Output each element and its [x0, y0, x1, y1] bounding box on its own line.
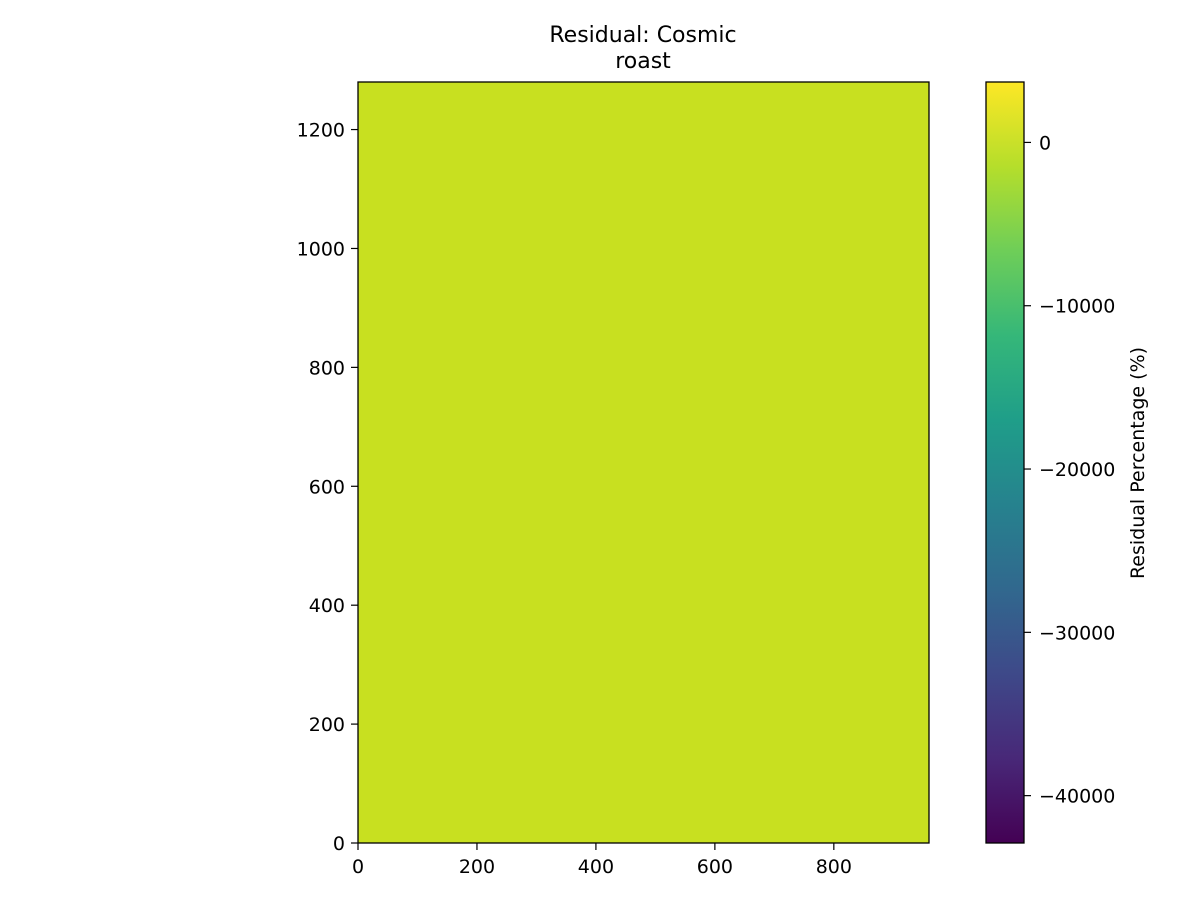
colorbar-bar: [986, 82, 1024, 843]
y-tick-label: 1200: [297, 120, 345, 142]
y-tick-label: 1000: [297, 238, 345, 260]
y-tick-label: 400: [309, 595, 345, 617]
x-tick-label: 600: [697, 856, 733, 878]
y-tick-label: 0: [333, 833, 345, 855]
colorbar-ticks: 0 −10000 −20000 −30000 −40000: [1024, 132, 1115, 808]
y-axis-ticks: 0 200 400 600 800 1000 1200: [297, 120, 358, 855]
chart-title-line-2: roast: [615, 49, 671, 74]
chart-title-line-1: Residual: Cosmic: [549, 23, 736, 48]
colorbar-tick-label: −30000: [1039, 622, 1115, 644]
x-tick-label: 200: [459, 856, 495, 878]
heatmap-field: [358, 82, 929, 843]
x-axis-ticks: 0 200 400 600 800: [352, 843, 852, 878]
colorbar-tick-label: −20000: [1039, 459, 1115, 481]
y-tick-label: 800: [309, 357, 345, 379]
colorbar-tick-label: −10000: [1039, 296, 1115, 318]
colorbar-label: Residual Percentage (%): [1127, 347, 1149, 579]
y-tick-label: 600: [309, 476, 345, 498]
colorbar-tick-label: 0: [1039, 132, 1051, 154]
colorbar-tick-label: −40000: [1039, 786, 1115, 808]
colorbar-frame: [985, 81, 1025, 844]
x-tick-label: 400: [578, 856, 614, 878]
plot-frame: [357, 81, 930, 844]
y-tick-label: 200: [309, 714, 345, 736]
x-tick-label: 800: [816, 856, 852, 878]
x-tick-label: 0: [352, 856, 364, 878]
